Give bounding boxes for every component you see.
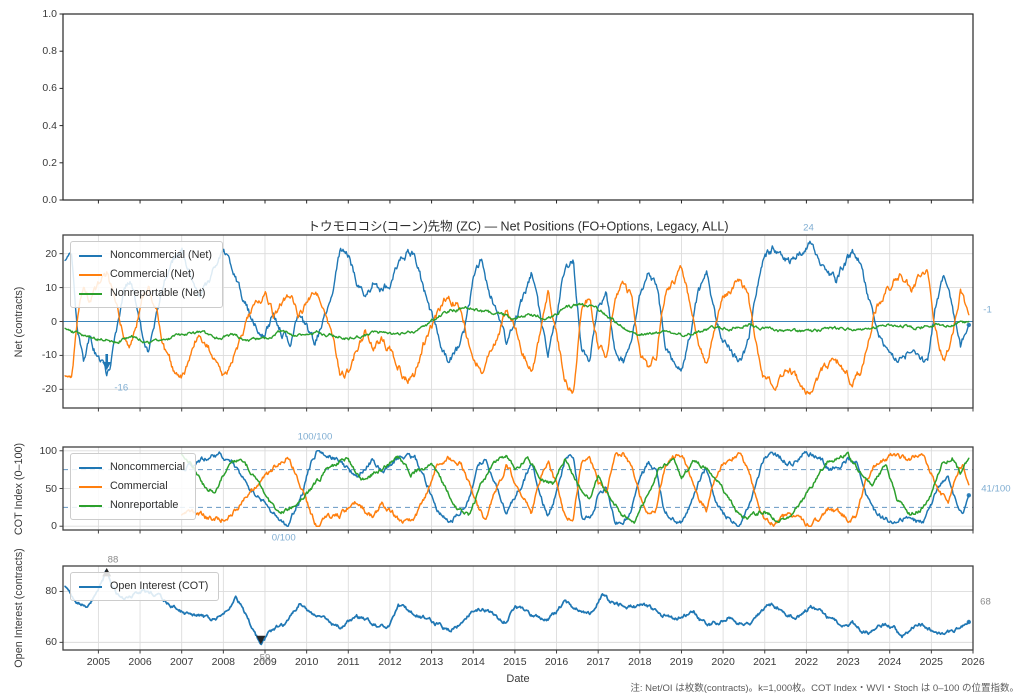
legend-label: Open Interest (COT) bbox=[110, 580, 209, 593]
legend-net-positions: Noncommercial (Net) Commercial (Net) Nonre… bbox=[70, 241, 223, 308]
y-tick-label: 1.0 bbox=[42, 8, 57, 20]
x-tick-label: 2022 bbox=[794, 656, 819, 668]
x-tick-label: 2018 bbox=[628, 656, 652, 668]
y-tick-label: 0.2 bbox=[42, 156, 57, 169]
series-line-open-interest-cot bbox=[64, 569, 970, 646]
x-tick-label: 2015 bbox=[503, 656, 527, 668]
series-end-marker bbox=[966, 322, 972, 328]
x-tick-label: 2026 bbox=[961, 656, 985, 668]
annotation: 100/100 bbox=[297, 431, 333, 443]
legend-item: Commercial (Net) bbox=[79, 265, 212, 284]
legend-label: Noncommercial (Net) bbox=[110, 249, 212, 262]
y-tick-label: 0 bbox=[51, 520, 57, 533]
y-axis-label-open-interest: Open Interest (contracts) bbox=[13, 548, 25, 668]
chart-title: トウモロコシ(コーン)先物 (ZC) — Net Positions (FO+O… bbox=[307, 219, 729, 234]
annotation: 68 bbox=[980, 596, 991, 608]
x-tick-label: 2014 bbox=[461, 656, 485, 668]
annotation: 41/100 bbox=[981, 483, 1011, 494]
series-line-nonreportable bbox=[180, 451, 970, 524]
legend-line-swatch bbox=[79, 292, 102, 295]
annotation: -1 bbox=[983, 304, 992, 316]
y-axis-label-cot-index: COT Index (0–100) bbox=[13, 442, 25, 535]
x-tick-label: 2017 bbox=[586, 656, 610, 668]
y-tick-label: 0.8 bbox=[42, 45, 57, 58]
panel-border bbox=[62, 13, 974, 201]
annotation: 24 bbox=[803, 222, 814, 234]
legend-label: Nonreportable bbox=[110, 499, 179, 512]
legend-label: Nonreportable (Net) bbox=[110, 287, 206, 300]
legend-label: Commercial bbox=[110, 480, 168, 493]
y-tick-label: 60 bbox=[45, 636, 57, 649]
x-tick-label: 2009 bbox=[253, 656, 277, 668]
annotation: 0/100 bbox=[271, 532, 296, 544]
y-tick-label: 50 bbox=[45, 482, 57, 495]
x-tick-label: 2024 bbox=[878, 656, 902, 668]
panel-net-positions bbox=[59, 234, 974, 412]
legend-line-swatch bbox=[79, 466, 102, 469]
legend-label: Noncommercial bbox=[110, 461, 185, 474]
x-tick-label: 2023 bbox=[836, 656, 860, 668]
x-tick-label: 2011 bbox=[336, 656, 360, 668]
panel-border bbox=[62, 565, 974, 651]
y-tick-label: 0 bbox=[51, 315, 57, 328]
y-axis-label-net-positions: Net (contracts) bbox=[13, 286, 25, 357]
y-tick-label: 0.4 bbox=[42, 119, 57, 132]
series-end-marker bbox=[966, 619, 972, 625]
min-annotation-arrowhead-icon bbox=[102, 362, 112, 371]
panel-empty-top bbox=[59, 13, 974, 204]
x-tick-label: 2006 bbox=[128, 656, 152, 668]
legend-line-swatch bbox=[79, 273, 102, 276]
legend-item: Commercial bbox=[79, 477, 185, 496]
x-tick-label: 2010 bbox=[294, 656, 319, 668]
series-line-nonreportable-net bbox=[64, 302, 970, 345]
y-tick-label: 0.6 bbox=[42, 82, 57, 95]
x-tick-label: 2016 bbox=[544, 656, 569, 668]
y-tick-label: -20 bbox=[41, 383, 57, 396]
x-tick-label: 2019 bbox=[669, 656, 694, 668]
x-tick-label: 2012 bbox=[378, 656, 402, 668]
annotation: 88 bbox=[107, 554, 119, 566]
footnote: 注: Net/OI は枚数(contracts)。k=1,000枚。COT In… bbox=[630, 683, 1019, 694]
y-tick-label: 10 bbox=[45, 281, 57, 294]
y-tick-label: -10 bbox=[41, 349, 57, 362]
x-tick-label: 2008 bbox=[211, 656, 236, 668]
legend-item: Nonreportable bbox=[79, 496, 185, 515]
y-tick-label: 20 bbox=[45, 247, 57, 260]
legend-item: Noncommercial bbox=[79, 458, 185, 477]
x-axis-label: Date bbox=[506, 673, 530, 685]
legend-line-swatch bbox=[79, 585, 102, 588]
series-line-commercial-net bbox=[64, 265, 970, 395]
x-tick-label: 2005 bbox=[86, 656, 111, 668]
legend-item: Open Interest (COT) bbox=[79, 577, 208, 596]
x-tick-label: 2020 bbox=[711, 656, 735, 668]
legend-item: Noncommercial (Net) bbox=[79, 246, 212, 265]
y-tick-label: 0.0 bbox=[42, 194, 57, 206]
series-line-noncommercial bbox=[180, 450, 970, 527]
annotation: -16 bbox=[114, 382, 129, 394]
legend-item: Nonreportable (Net) bbox=[79, 284, 212, 303]
legend-line-swatch bbox=[79, 254, 102, 257]
x-tick-label: 2025 bbox=[919, 656, 944, 668]
x-tick-label: 2021 bbox=[753, 656, 777, 668]
panel-cot-index bbox=[59, 446, 974, 534]
legend-open-interest: Open Interest (COT) bbox=[70, 572, 220, 601]
x-tick-label: 2013 bbox=[419, 656, 444, 668]
series-line-commercial bbox=[180, 451, 970, 527]
min-marker-triangle-down-icon bbox=[256, 635, 266, 645]
legend-label: Commercial (Net) bbox=[110, 268, 195, 281]
legend-cot-index: Noncommercial Commercial Nonreportable bbox=[70, 453, 196, 520]
legend-line-swatch bbox=[79, 504, 102, 507]
annotation: 59 bbox=[259, 652, 271, 664]
y-tick-label: 100 bbox=[39, 444, 57, 457]
legend-line-swatch bbox=[79, 485, 102, 488]
series-end-marker bbox=[966, 493, 972, 498]
x-tick-label: 2007 bbox=[170, 656, 194, 668]
y-tick-label: 80 bbox=[45, 585, 57, 598]
